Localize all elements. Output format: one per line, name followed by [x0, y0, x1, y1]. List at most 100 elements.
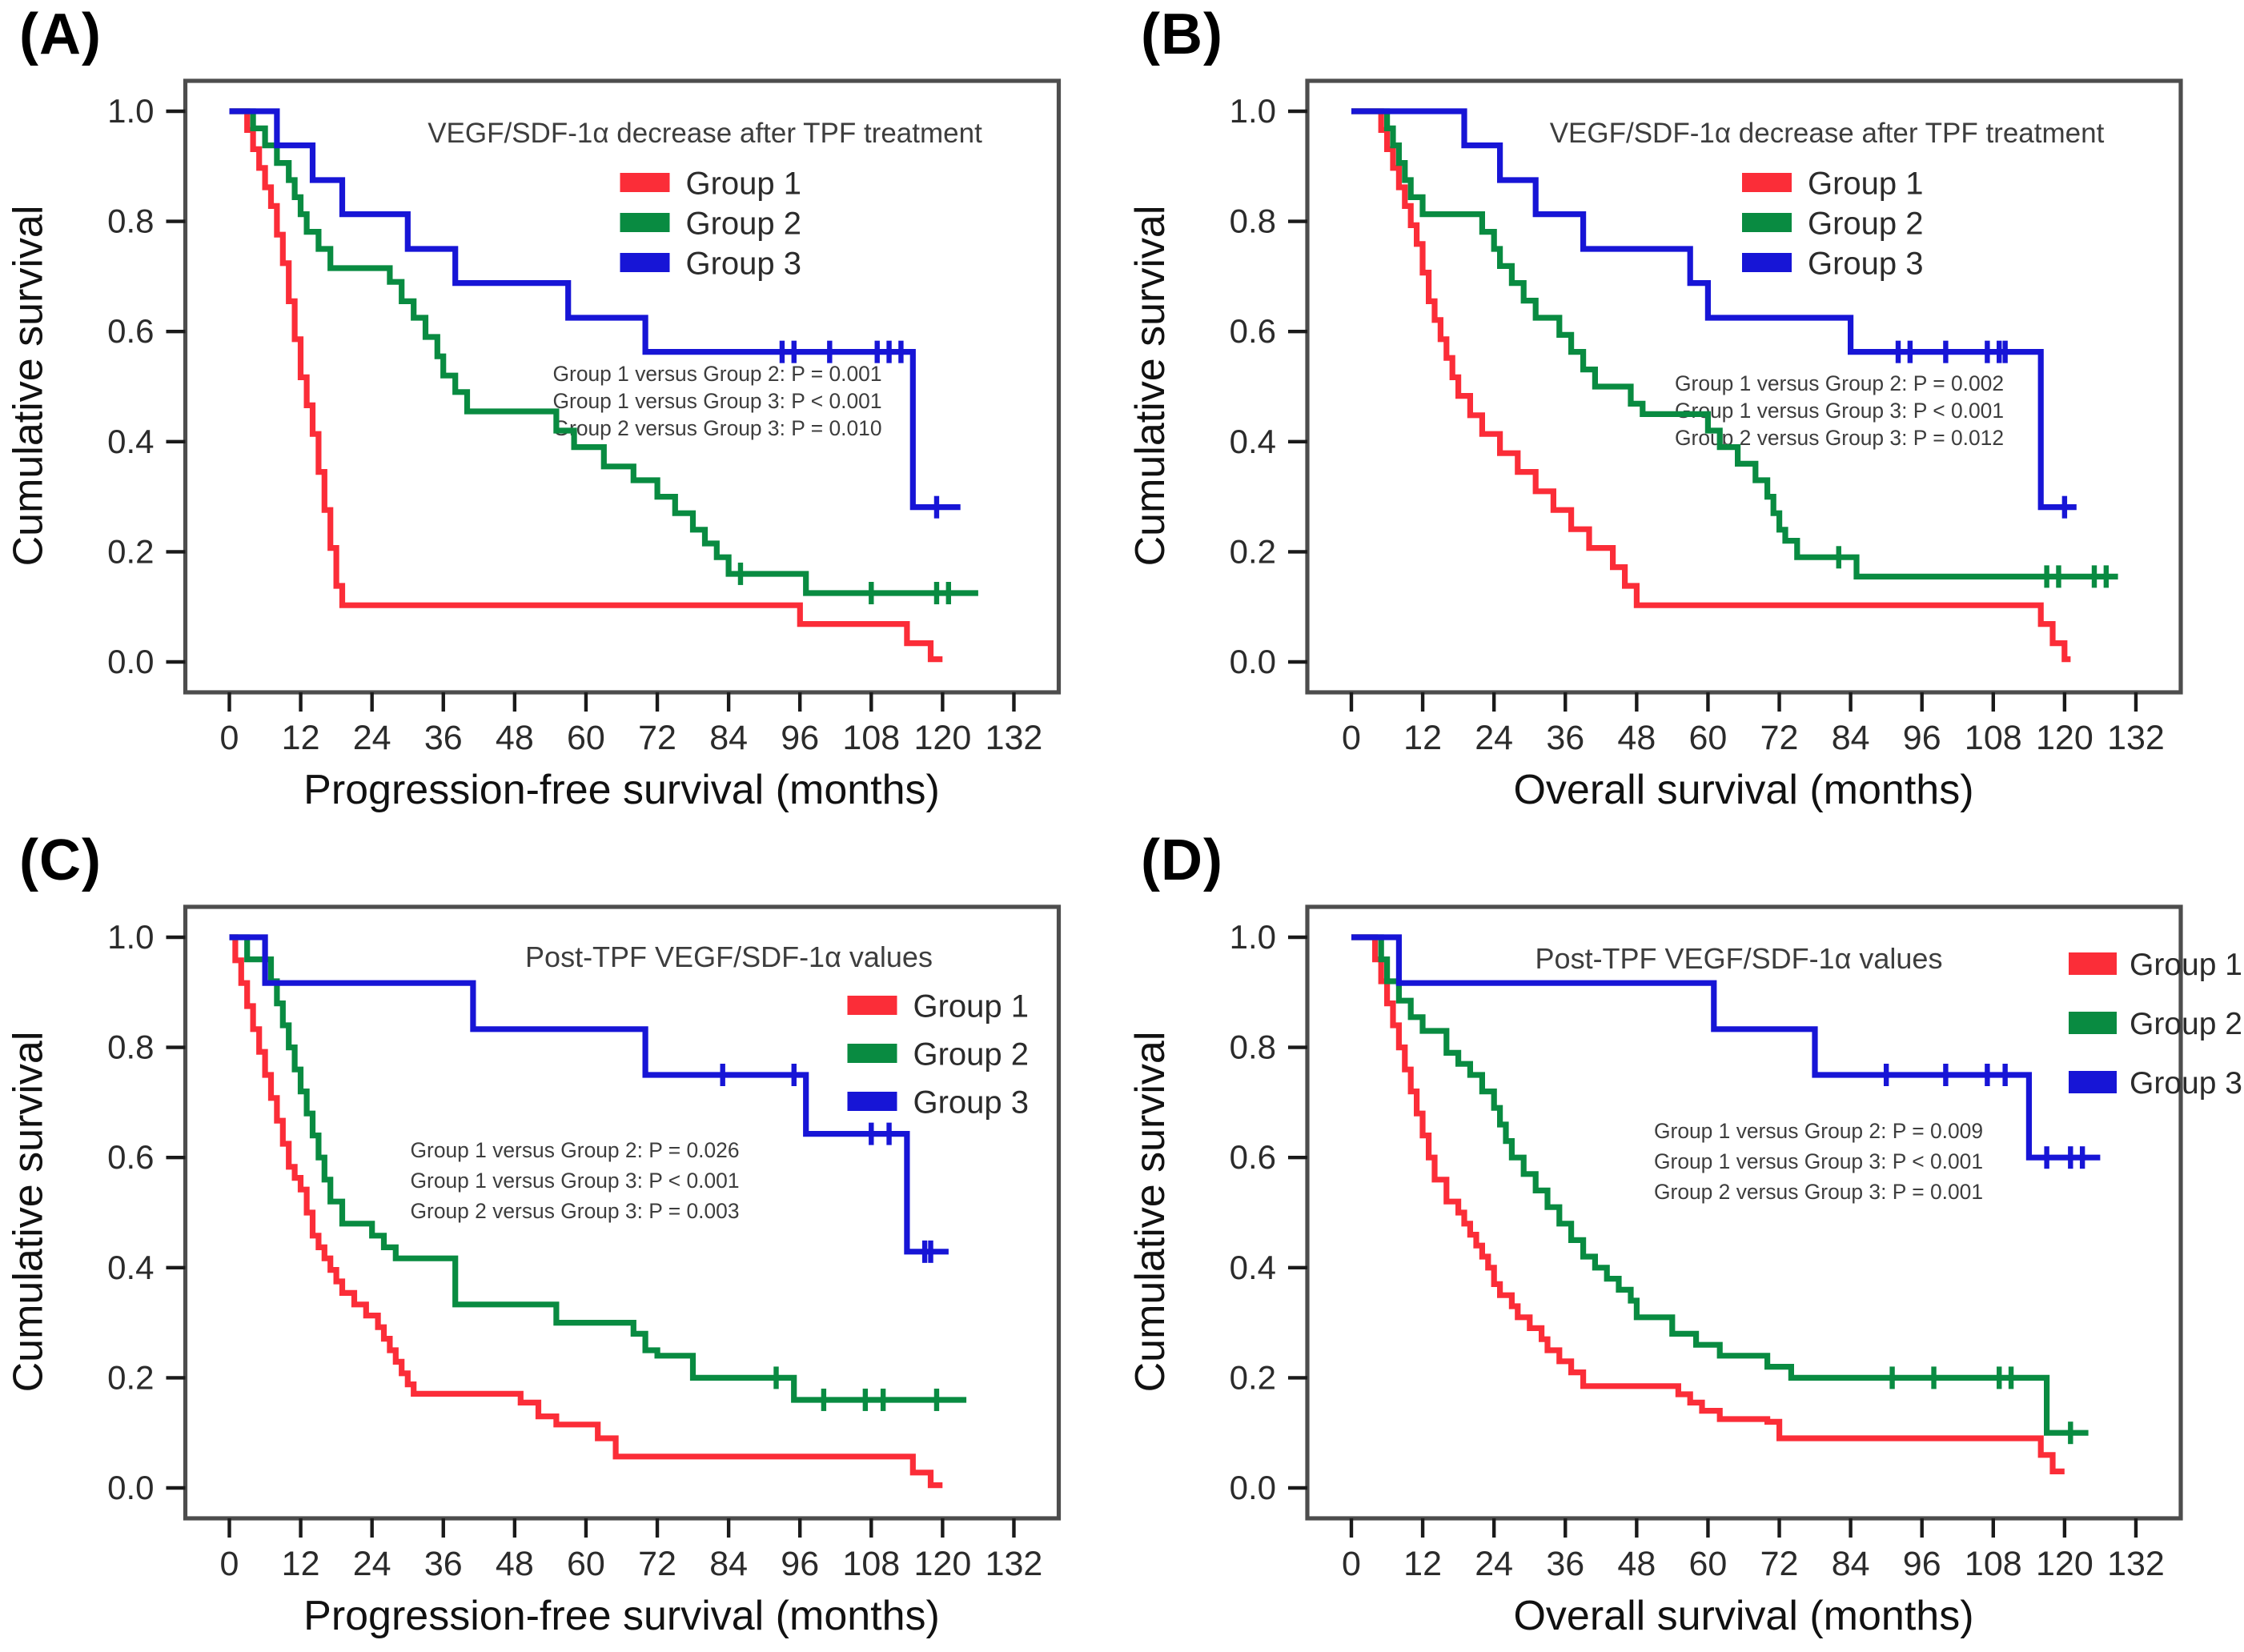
- legend-swatch-group-3: [2069, 1071, 2117, 1093]
- pvalue-line-1: Group 1 versus Group 2: P = 0.001: [553, 362, 882, 386]
- y-tick-label: 0.8: [107, 1028, 154, 1066]
- x-tick-label: 84: [709, 1545, 748, 1583]
- x-tick-label: 12: [282, 719, 320, 757]
- chart-title: Post-TPF VEGF/SDF-1α values: [1535, 942, 1943, 975]
- panel-d-chart: 1.0 0.8 0.6 0.4 0.2 0.0 0 12 24 36 48 60 72 84 96 108 12…: [1122, 826, 2243, 1652]
- pvalue-line-2: Group 1 versus Group 3: P < 0.001: [1654, 1149, 1983, 1173]
- legend-swatch-group-2: [847, 1044, 897, 1063]
- survival-curve-group-2: [229, 934, 967, 1403]
- x-tick-label: 96: [781, 1545, 819, 1583]
- y-tick-label: 0.2: [1230, 1358, 1276, 1396]
- y-tick-label: 0.4: [107, 1249, 154, 1286]
- x-tick-label: 60: [567, 719, 605, 757]
- x-tick-label: 120: [914, 719, 972, 757]
- x-tick-label: 0: [220, 1545, 239, 1583]
- legend-swatch-group-1: [620, 173, 670, 192]
- x-tick-label: 132: [986, 1545, 1043, 1583]
- panel-c-chart: 1.0 0.8 0.6 0.4 0.2 0.0 0 12 24 36 48 60 72 84 96 108 12…: [0, 826, 1122, 1652]
- chart-title: VEGF/SDF-1α decrease after TPF treatment: [428, 118, 982, 149]
- x-tick-label: 132: [2107, 1545, 2165, 1583]
- x-tick-label: 96: [1903, 1545, 1941, 1583]
- legend-label-group-2: Group 2: [1808, 206, 1924, 241]
- x-tick-label: 132: [2107, 719, 2165, 757]
- x-tick-label: 60: [1689, 719, 1728, 757]
- x-tick-label: 48: [1617, 719, 1656, 757]
- survival-curve-group-3: [1351, 934, 2101, 1161]
- x-tick-label: 72: [1760, 719, 1799, 757]
- x-tick-label: 72: [1760, 1545, 1799, 1583]
- y-tick-label: 0.2: [107, 1358, 154, 1396]
- x-tick-label: 84: [1832, 719, 1870, 757]
- x-tick-label: 48: [496, 1545, 534, 1583]
- y-tick-label: 0.4: [107, 423, 154, 460]
- x-tick-label: 84: [709, 719, 748, 757]
- legend-label-group-3: Group 3: [1808, 246, 1924, 281]
- legend-label-group-2: Group 2: [686, 206, 802, 241]
- y-tick-label: 0.0: [107, 1469, 154, 1506]
- x-axis-title: Overall survival (months): [1513, 1593, 1973, 1639]
- x-axis-title: Progression-free survival (months): [303, 767, 940, 813]
- legend-swatch-group-2: [1742, 213, 1792, 232]
- panel-label-b: (B): [1141, 2, 1223, 66]
- x-tick-label: 120: [2036, 1545, 2093, 1583]
- survival-curve-group-3: [1351, 108, 2077, 511]
- legend-swatch-group-2: [2069, 1012, 2117, 1034]
- legend-label-group-1: Group 1: [1808, 166, 1924, 201]
- legend-label-group-3: Group 3: [686, 246, 802, 281]
- pvalue-line-3: Group 2 versus Group 3: P = 0.010: [553, 416, 882, 440]
- x-tick-label: 36: [424, 1545, 463, 1583]
- panel-label-c: (C): [19, 828, 102, 892]
- y-tick-label: 0.8: [1230, 202, 1276, 240]
- x-tick-label: 36: [1546, 1545, 1584, 1583]
- panel-a-chart: 1.0 0.8 0.6 0.4 0.2 0.0 0 12 24 36 48 60 72 84 96 108 12…: [0, 0, 1122, 826]
- y-tick-label: 0.0: [107, 643, 154, 680]
- panel-label-d: (D): [1141, 828, 1223, 892]
- survival-curve-group-2: [229, 108, 978, 596]
- panel-b: (B) 1.0 0.8 0.6 0.4 0.2 0.0 0 12 24 36 48 60 72 84 96 1…: [1122, 0, 2244, 826]
- survival-curve-group-1: [1351, 108, 2071, 663]
- y-axis-title: Cumulative survival: [6, 206, 52, 567]
- legend-label-group-1: Group 1: [913, 988, 1030, 1024]
- x-tick-label: 96: [781, 719, 819, 757]
- survival-curve-group-3: [229, 934, 949, 1255]
- y-axis-title: Cumulative survival: [1127, 206, 1174, 567]
- survival-curve-group-1: [229, 934, 943, 1489]
- x-tick-label: 84: [1832, 1545, 1870, 1583]
- x-tick-label: 0: [1342, 1545, 1361, 1583]
- chart-title: VEGF/SDF-1α decrease after TPF treatment: [1550, 118, 2105, 149]
- y-tick-label: 0.0: [1230, 643, 1276, 680]
- pvalue-line-2: Group 1 versus Group 3: P < 0.001: [553, 389, 882, 413]
- x-tick-label: 12: [282, 1545, 320, 1583]
- x-tick-label: 108: [842, 719, 900, 757]
- y-tick-label: 1.0: [107, 918, 154, 956]
- y-tick-label: 0.8: [1230, 1028, 1276, 1066]
- survival-curve-group-2: [1351, 934, 2089, 1436]
- x-tick-label: 108: [1965, 1545, 2022, 1583]
- pvalue-line-2: Group 1 versus Group 3: P < 0.001: [411, 1169, 740, 1193]
- plot-frame: [183, 78, 1062, 695]
- legend-swatch-group-3: [1742, 253, 1792, 272]
- pvalue-line-2: Group 1 versus Group 3: P < 0.001: [1675, 399, 2004, 423]
- y-axis-title: Cumulative survival: [6, 1032, 52, 1393]
- x-tick-label: 0: [1342, 719, 1361, 757]
- x-tick-label: 24: [1475, 719, 1513, 757]
- x-tick-label: 60: [1689, 1545, 1728, 1583]
- x-tick-label: 12: [1403, 719, 1442, 757]
- survival-curve-group-1: [1351, 934, 2065, 1474]
- y-tick-label: 0.4: [1230, 1249, 1276, 1286]
- panel-a: (A) 1.0 0.8 0.6 0.4 0.2 0.0 0 12 24 36 48 60 72 84 96 1…: [0, 0, 1122, 826]
- plot-frame: [1305, 904, 2183, 1521]
- y-tick-label: 0.6: [107, 312, 154, 350]
- legend-label-group-2: Group 2: [2130, 1007, 2242, 1041]
- x-tick-label: 132: [986, 719, 1043, 757]
- y-tick-label: 0.0: [1230, 1469, 1276, 1506]
- chart-title: Post-TPF VEGF/SDF-1α values: [525, 940, 933, 973]
- x-tick-label: 120: [914, 1545, 972, 1583]
- panel-b-chart: 1.0 0.8 0.6 0.4 0.2 0.0 0 12 24 36 48 60 72 84 96 108 12…: [1122, 0, 2243, 826]
- x-tick-label: 0: [220, 719, 239, 757]
- panel-c: (C) 1.0 0.8 0.6 0.4 0.2 0.0 0 12 24 36 48 60 72 84 96 1…: [0, 826, 1122, 1652]
- legend-swatch-group-2: [620, 213, 670, 232]
- legend-label-group-3: Group 3: [913, 1085, 1030, 1120]
- x-tick-label: 48: [1617, 1545, 1656, 1583]
